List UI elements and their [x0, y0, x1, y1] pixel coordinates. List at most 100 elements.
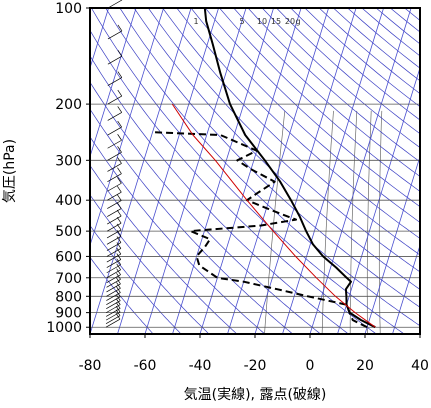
wind-barb-flag — [117, 50, 123, 57]
dry-adiabat-line — [219, 8, 420, 192]
wind-barb-flag — [117, 186, 122, 193]
wind-barb — [107, 173, 122, 182]
wind-barb — [107, 55, 123, 65]
dry-adiabat-line — [91, 8, 405, 334]
wind-barb — [107, 95, 122, 105]
mixing-ratio-label: 15 — [271, 17, 281, 26]
wind-barb — [106, 253, 122, 263]
wind-barb — [106, 222, 122, 232]
wind-barb — [107, 0, 123, 9]
wind-barb-flag — [117, 146, 122, 153]
isotherm-line — [282, 8, 384, 334]
wind-barb — [106, 242, 122, 251]
wind-barb-flag — [117, 167, 122, 174]
dry-adiabat-line — [390, 8, 420, 33]
isotherm-line — [392, 243, 420, 334]
isotherm-lines — [90, 8, 420, 334]
y-tick-label: 400 — [55, 193, 82, 209]
wind-barb — [105, 318, 121, 328]
isotherm-line — [90, 8, 137, 158]
x-tick-label: -20 — [244, 358, 267, 374]
wind-barb — [107, 208, 122, 217]
wind-barb — [107, 152, 122, 161]
y-tick-label: 500 — [55, 224, 82, 240]
wind-barb-flag — [117, 106, 123, 113]
mixing-ratio-line — [366, 110, 372, 334]
wind-barb — [106, 264, 121, 274]
dry-adiabat-line — [162, 8, 420, 256]
wind-barb-flag — [117, 134, 122, 141]
wind-barb-flag — [117, 24, 123, 32]
wind-barb — [106, 236, 122, 245]
mixing-ratio-label: 10 — [257, 17, 267, 26]
wind-barb — [106, 248, 122, 257]
dry-adiabat-line — [90, 29, 377, 334]
wind-barb — [106, 229, 122, 239]
isotherm-line — [172, 8, 274, 334]
y-tick-label: 100 — [55, 1, 82, 17]
wind-barbs — [105, 0, 123, 328]
wind-barb — [107, 126, 122, 136]
wind-barb-flag — [116, 263, 121, 270]
wind-barb — [105, 308, 121, 317]
wind-barb — [106, 296, 121, 306]
x-axis-title: 気温(実線), 露点(破線) — [184, 387, 327, 403]
dry-adiabat-line — [176, 8, 420, 239]
wind-barb-flag — [116, 230, 122, 237]
dry-adiabat-line — [261, 8, 420, 149]
wind-barb — [105, 311, 121, 321]
y-tick-label: 1000 — [46, 320, 82, 336]
y-tick-label: 200 — [55, 97, 82, 113]
isotherm-line — [309, 8, 412, 334]
wind-barb — [107, 163, 122, 172]
isotherm-line — [144, 8, 247, 334]
dry-adiabat-line — [90, 225, 182, 334]
dry-adiabat-line — [90, 55, 349, 334]
wind-barb-flag — [117, 177, 122, 184]
y-axis-title: 気圧(hPa) — [2, 139, 18, 203]
wind-barb — [107, 182, 122, 192]
dry-adiabat-line — [205, 8, 420, 208]
wind-barb-flag — [116, 268, 121, 275]
wind-barb — [106, 279, 121, 288]
isotherm-line — [227, 8, 329, 334]
x-tick-label: 40 — [411, 358, 429, 374]
dry-adiabat-line — [90, 164, 238, 334]
wind-barb-flag — [117, 157, 122, 164]
isotherm-line — [90, 8, 109, 70]
mixing-ratio-line — [264, 110, 286, 334]
mixing-ratio-label: g — [295, 17, 300, 26]
y-tick-label: 900 — [55, 306, 82, 322]
wind-barb-flag — [116, 273, 121, 280]
dry-adiabat-line — [119, 8, 420, 308]
x-tick-label: 20 — [356, 358, 374, 374]
wind-barb-flag — [117, 120, 122, 128]
isotherm-line — [117, 8, 219, 334]
wind-barb — [106, 304, 121, 313]
isotherm-line — [364, 155, 420, 334]
x-tick-label: -40 — [189, 358, 212, 374]
wind-barb-flag — [116, 202, 122, 209]
dry-adiabat-line — [375, 8, 420, 45]
isotherm-line — [90, 8, 192, 334]
dry-adiabat-line — [90, 256, 154, 334]
x-tick-label: -60 — [134, 358, 157, 374]
wind-barb-flag — [116, 258, 122, 265]
y-tick-label: 700 — [55, 271, 82, 287]
dry-adiabat-line — [133, 8, 420, 290]
dry-adiabat-line — [233, 8, 420, 177]
x-tick-label: -80 — [79, 358, 102, 374]
wind-barb-flag — [117, 71, 123, 78]
isotherm-line — [90, 8, 164, 247]
wind-barb — [106, 215, 122, 225]
mixing-ratio-label: 20 — [285, 17, 295, 26]
wind-barb-flag — [116, 253, 122, 260]
dry-adiabat-line — [90, 194, 210, 334]
wind-barb-flag — [116, 242, 122, 249]
wind-barb — [107, 139, 122, 149]
wind-barb-flag — [116, 247, 122, 255]
wind-barb — [107, 30, 123, 40]
wind-barb — [106, 292, 121, 301]
